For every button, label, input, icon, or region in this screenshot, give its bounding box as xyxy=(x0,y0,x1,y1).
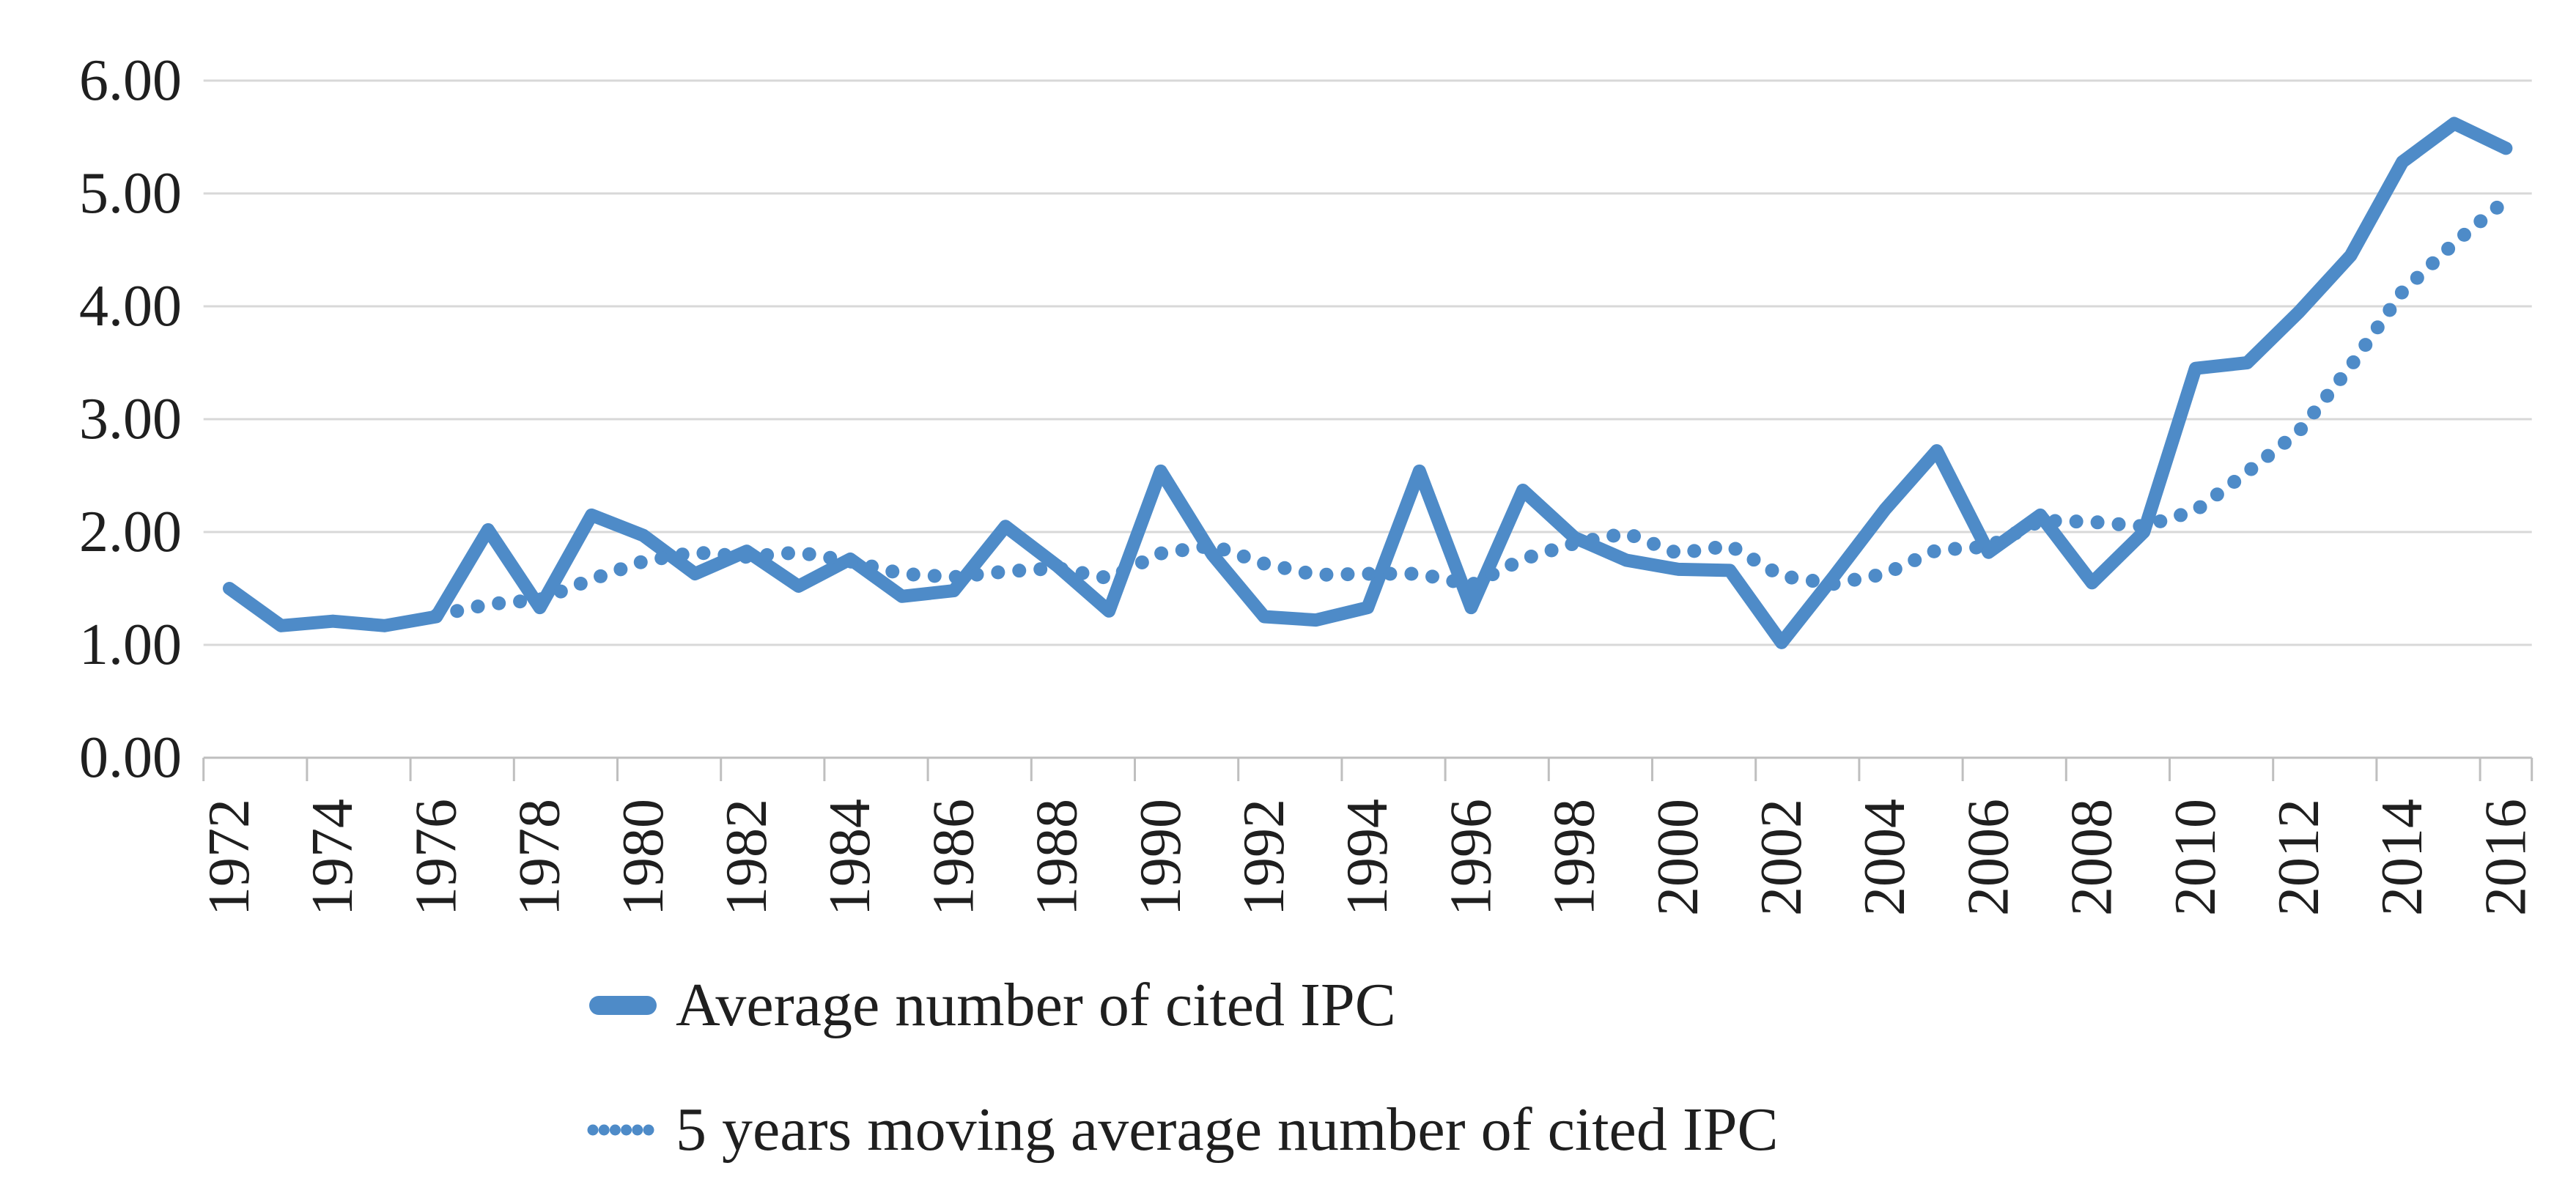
legend-item-moving-average: 5 years moving average number of cited I… xyxy=(586,1089,1779,1171)
x-axis-label: 1994 xyxy=(1335,799,1400,916)
y-axis-label: 0.00 xyxy=(79,725,182,790)
legend-item-average: Average number of cited IPC xyxy=(586,964,1779,1046)
x-axis-label: 1976 xyxy=(404,799,468,916)
x-axis-label: 1974 xyxy=(300,799,365,916)
x-axis-label: 1984 xyxy=(818,799,882,916)
x-axis-label: 1982 xyxy=(715,799,779,916)
legend: Average number of cited IPC 5 years movi… xyxy=(586,964,1779,1171)
x-axis-label: 2004 xyxy=(1853,799,1917,916)
average-series-line xyxy=(223,117,2513,649)
x-axis-label: 1998 xyxy=(1543,799,1607,916)
x-axis-label: 1972 xyxy=(197,799,262,916)
legend-label-average: Average number of cited IPC xyxy=(676,971,1396,1039)
x-axis-label: 2000 xyxy=(1646,799,1710,916)
x-axis-label: 2006 xyxy=(1956,799,2020,916)
y-axis-label: 6.00 xyxy=(79,48,182,113)
y-axis-label: 1.00 xyxy=(79,613,182,677)
x-axis-label: 2002 xyxy=(1749,799,1814,916)
x-axis-label: 2016 xyxy=(2473,799,2538,916)
x-axis-label: 1978 xyxy=(508,799,572,916)
x-axis-label: 2014 xyxy=(2370,799,2435,916)
y-axis-label: 5.00 xyxy=(79,161,182,226)
x-axis-label: 1980 xyxy=(611,799,676,916)
x-axis-label: 1992 xyxy=(1232,799,1296,916)
y-axis-label: 2.00 xyxy=(79,500,182,564)
x-axis-label: 2012 xyxy=(2267,799,2331,916)
x-axis-label: 2010 xyxy=(2163,799,2228,916)
solid-line-swatch-icon xyxy=(589,996,657,1015)
x-axis-label: 1988 xyxy=(1025,799,1090,916)
y-axis-label: 4.00 xyxy=(79,274,182,339)
dotted-line-swatch-icon xyxy=(587,1124,654,1136)
x-axis-label: 2008 xyxy=(2060,799,2125,916)
moving-average-series-line xyxy=(429,193,2513,623)
x-axis-label: 1996 xyxy=(1439,799,1503,916)
y-axis-label: 3.00 xyxy=(79,387,182,451)
x-axis-label: 1986 xyxy=(921,799,986,916)
legend-label-moving-average: 5 years moving average number of cited I… xyxy=(676,1096,1779,1164)
x-axis-label: 1990 xyxy=(1129,799,1193,916)
